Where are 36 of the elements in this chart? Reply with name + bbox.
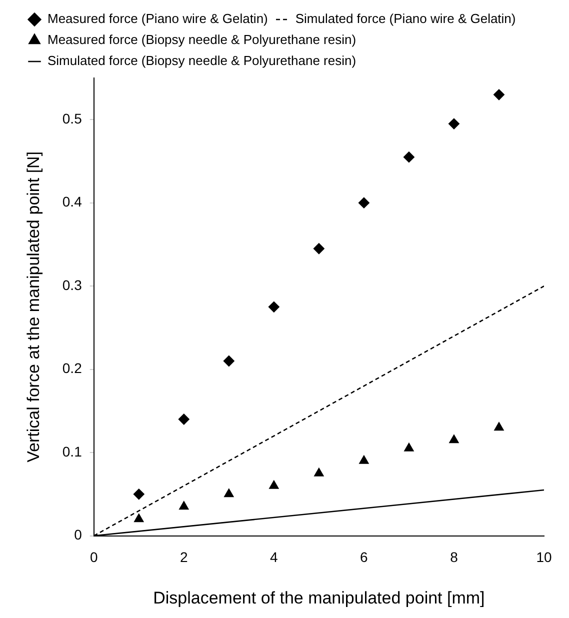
x-tick-label: 8	[450, 549, 458, 566]
point	[403, 152, 414, 163]
point	[223, 356, 234, 367]
legend-label: Measured force (Piano wire & Gelatin)	[48, 11, 268, 26]
point	[178, 414, 190, 425]
point	[269, 480, 279, 489]
point	[494, 422, 504, 431]
legend-label: Measured force (Biopsy needle & Polyurethane resin)	[48, 32, 356, 48]
point	[449, 434, 459, 444]
x-axis-title: Displacement of the manipulated point [mm]	[153, 588, 485, 608]
x-tick-label: 6	[360, 549, 368, 566]
y-tick-label: 0	[74, 526, 82, 543]
point	[314, 468, 324, 476]
x-tick-label: 0	[90, 549, 98, 566]
point	[404, 442, 414, 452]
point	[313, 243, 324, 254]
x-tick-label: 4	[270, 549, 278, 566]
legend-label: Simulated force (Piano wire & Gelatin)	[295, 11, 516, 26]
point	[224, 488, 234, 498]
point	[359, 455, 369, 464]
y-tick-label: 0.5	[62, 110, 82, 126]
point	[133, 488, 144, 500]
y-tick-label: 0.4	[62, 194, 82, 210]
y-tick-label: 0.2	[62, 360, 82, 376]
point	[448, 118, 460, 130]
point	[268, 301, 280, 312]
y-axis-title: Vertical force at the manipulated point [N]	[24, 151, 43, 462]
x-tick-label: 10	[536, 549, 552, 566]
point	[493, 89, 504, 100]
y-tick-label: 0.1	[62, 443, 82, 460]
point	[358, 197, 370, 208]
point	[179, 501, 189, 510]
point	[134, 514, 144, 522]
legend-label: Simulated force (Biopsy needle & Polyurethane resin)	[48, 53, 356, 68]
x-tick-label: 2	[180, 549, 188, 566]
y-tick-label: 0.3	[62, 276, 82, 293]
